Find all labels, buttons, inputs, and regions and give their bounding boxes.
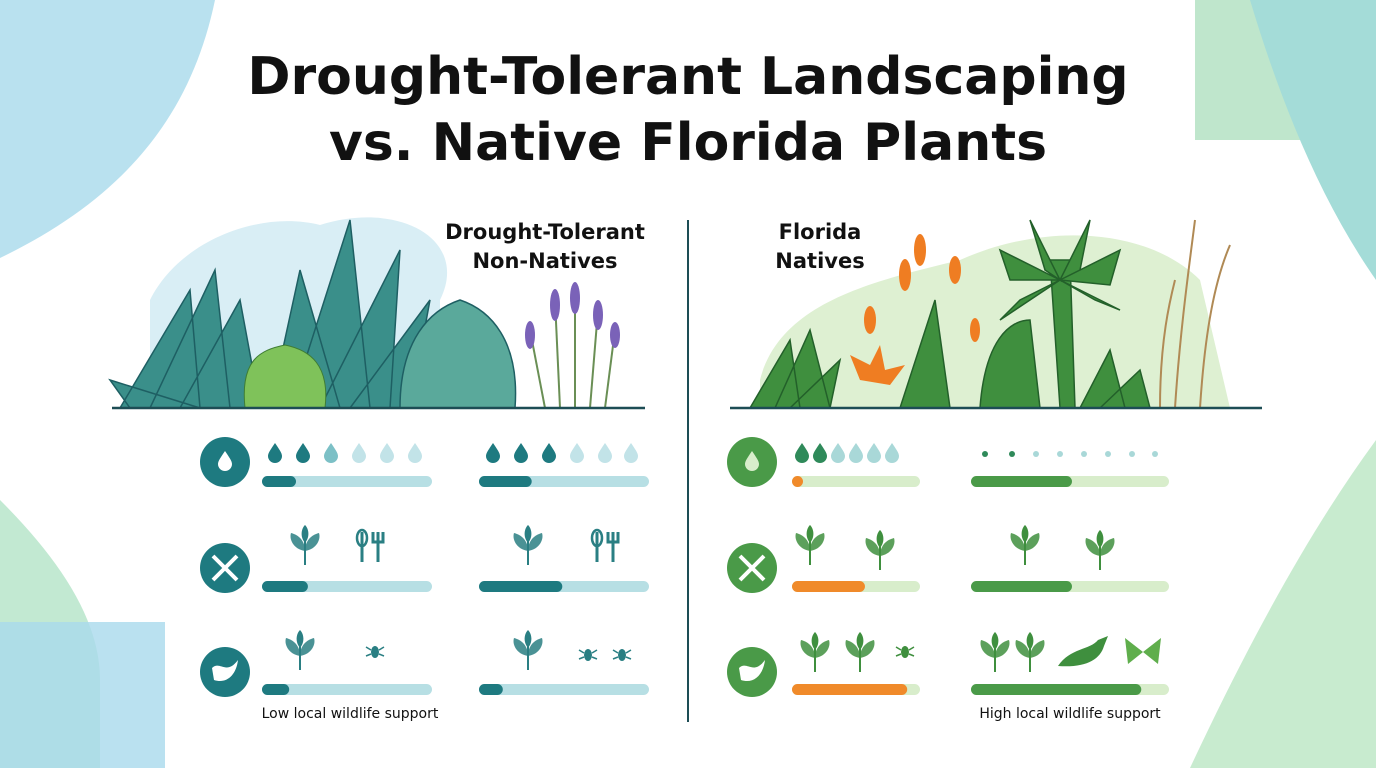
title: Drought-Tolerant Landscaping	[247, 47, 1128, 107]
title: vs. Native Florida Plants	[329, 113, 1047, 173]
lavender-flowers	[525, 282, 620, 349]
background-shape	[1250, 0, 1376, 280]
water-drops	[268, 443, 1158, 463]
bar-track	[479, 684, 649, 695]
bar	[792, 581, 865, 592]
background-shape	[0, 0, 215, 258]
bar	[971, 581, 1072, 592]
note: High local wildlife support	[979, 706, 1161, 722]
bar	[792, 476, 803, 487]
bar	[971, 476, 1072, 487]
grass	[1159, 219, 1231, 409]
panel-label: Non-Natives	[472, 249, 617, 273]
orange-flowers	[850, 234, 980, 385]
panel-label: Drought-Tolerant	[445, 220, 645, 244]
bar	[262, 581, 308, 592]
background-shape	[0, 622, 165, 768]
background-shape	[1190, 440, 1376, 768]
bar	[479, 476, 532, 487]
succulent	[243, 344, 327, 409]
row-icons	[200, 437, 777, 697]
icons	[794, 524, 1161, 673]
bar-track	[262, 684, 432, 695]
bar	[262, 684, 290, 695]
bar	[479, 684, 503, 695]
bar	[262, 476, 296, 487]
bar-track	[792, 476, 920, 487]
panel-label: Florida	[779, 220, 862, 244]
bar	[479, 581, 563, 592]
panel-label: Natives	[775, 249, 864, 273]
icons	[284, 524, 632, 671]
bar-track	[262, 476, 432, 487]
bar	[792, 684, 908, 695]
plant-illustration	[748, 219, 1151, 409]
note: Low local wildlife support	[262, 706, 439, 722]
bar	[971, 684, 1142, 695]
